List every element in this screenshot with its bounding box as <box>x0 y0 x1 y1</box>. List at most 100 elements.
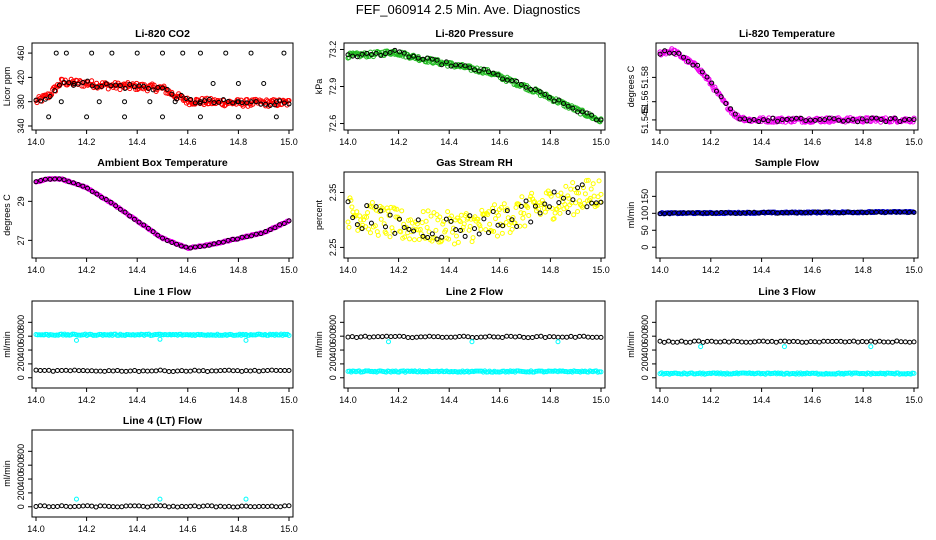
plot-frame <box>343 171 606 259</box>
data-point-black <box>122 209 128 215</box>
data-point <box>366 334 372 340</box>
y-axis-label: percent <box>314 199 324 230</box>
data-point <box>884 370 890 376</box>
x-tick-label: 15.0 <box>280 395 298 405</box>
data-point <box>265 503 271 509</box>
data-point <box>598 334 604 340</box>
y-axis-label: ml/min <box>626 331 636 358</box>
data-point <box>97 368 103 374</box>
data-point <box>133 86 139 92</box>
data-point-black <box>906 116 912 122</box>
data-point-black <box>42 96 48 102</box>
data-point <box>93 504 99 510</box>
chart-line3: Line 3 Flow ml/min 14.0 14.2 14.4 14.6 14.8 15.… <box>626 286 923 405</box>
data-point <box>487 333 493 339</box>
data-point <box>898 339 904 345</box>
data-point <box>414 334 420 340</box>
x-tick-label: 14.4 <box>128 265 146 275</box>
data-point-black <box>406 54 412 60</box>
data-point <box>364 368 370 374</box>
data-point-black <box>80 80 86 86</box>
data-point-black <box>681 54 687 60</box>
x-tick-label: 14.8 <box>230 137 248 147</box>
data-point <box>803 339 809 345</box>
data-point-black <box>277 98 283 104</box>
data-point-black <box>666 50 672 56</box>
plot-frame <box>655 171 919 259</box>
data-point <box>375 334 381 340</box>
data-point <box>565 193 571 199</box>
data-point <box>213 368 219 374</box>
data-point-outlier <box>781 344 787 350</box>
data-point-black <box>150 87 156 93</box>
data-point-black <box>561 195 567 201</box>
data-point-black <box>770 115 776 121</box>
x-tick-label: 14.4 <box>440 395 458 405</box>
x-tick-label: 14.6 <box>804 265 822 275</box>
data-point-black <box>864 118 870 124</box>
data-point <box>416 237 422 243</box>
x-tick-label: 14.2 <box>390 137 408 147</box>
data-point <box>585 177 591 183</box>
data-point-black <box>537 210 543 216</box>
data-point <box>483 227 489 233</box>
data-point-black <box>472 67 477 73</box>
data-point-black <box>267 103 273 109</box>
data-point <box>734 338 740 344</box>
data-point <box>213 504 219 510</box>
x-tick-label: 15.0 <box>905 395 923 405</box>
x-tick-label: 14.8 <box>230 524 248 534</box>
y-axis-label: Licor ppm <box>2 67 12 107</box>
data-point-black <box>75 182 81 188</box>
chart-pressure: Li-820 Pressure kPa 14.0 14.2 14.4 14.6 14.8 15… <box>314 28 610 147</box>
chart-line2: Line 2 Flow ml/min 14.0 14.2 14.4 14.6 14.8 15.… <box>314 286 610 405</box>
data-point <box>551 216 557 222</box>
data-point <box>452 334 458 340</box>
data-point-black <box>56 176 62 182</box>
data-point-black <box>150 229 156 235</box>
data-point-black <box>836 117 842 123</box>
data-point <box>538 368 544 374</box>
data-point <box>902 339 908 345</box>
data-point-black <box>718 210 724 216</box>
data-point <box>410 226 416 232</box>
data-point <box>760 338 766 344</box>
data-point <box>864 339 870 345</box>
data-point-black <box>897 209 903 215</box>
data-point <box>119 368 125 374</box>
data-point-black <box>99 194 105 200</box>
data-point <box>72 504 78 510</box>
data-point-black <box>211 241 217 247</box>
data-point <box>483 369 489 375</box>
data-point <box>575 209 581 215</box>
data-point-black <box>514 223 520 229</box>
data-point <box>535 206 541 212</box>
data-point-black <box>887 116 893 122</box>
data-point-black <box>397 49 403 55</box>
plot-title: Ambient Box Temperature <box>97 157 228 169</box>
data-point <box>35 332 41 338</box>
data-point-black <box>141 83 147 89</box>
data-point <box>76 368 82 374</box>
data-point <box>499 334 505 340</box>
data-point-black <box>364 50 370 56</box>
data-point-black <box>183 244 189 250</box>
data-point-black <box>253 99 259 105</box>
data-point-black <box>565 209 571 215</box>
data-point-black <box>117 83 123 89</box>
y-tick-label: 800 <box>16 444 26 459</box>
data-point-black <box>354 54 360 60</box>
data-point <box>428 213 434 219</box>
data-points <box>33 175 292 252</box>
data-point-black <box>840 118 846 124</box>
y-tick-label: 600 <box>640 329 650 344</box>
data-point-black <box>46 114 52 120</box>
data-point <box>539 198 545 204</box>
data-point-black <box>258 101 264 107</box>
y-axis-label: ml/min <box>626 202 636 229</box>
y-axis-label: kPa <box>314 79 324 95</box>
data-point-black <box>425 55 431 61</box>
data-point <box>538 333 544 339</box>
data-point-black <box>382 224 388 230</box>
x-tick-label: 14.4 <box>753 265 771 275</box>
